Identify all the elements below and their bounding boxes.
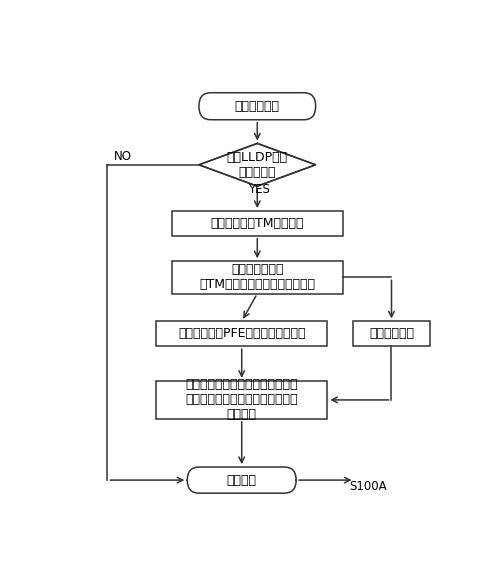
Bar xyxy=(156,381,327,419)
Bar xyxy=(156,321,327,346)
Bar xyxy=(352,321,429,346)
Text: 探针报文生成: 探针报文生成 xyxy=(368,327,413,340)
Text: 业务报文进入PFE模块准备进行转发: 业务报文进入PFE模块准备进行转发 xyxy=(178,327,305,340)
Text: 发送结束: 发送结束 xyxy=(226,474,256,487)
Text: 业务报文进入TM模块调度: 业务报文进入TM模块调度 xyxy=(210,217,304,230)
FancyBboxPatch shape xyxy=(198,93,315,120)
Text: S100A: S100A xyxy=(349,480,386,493)
Bar xyxy=(171,261,342,294)
Text: YES: YES xyxy=(248,183,270,196)
Text: 业务流量发起: 业务流量发起 xyxy=(234,99,279,113)
Polygon shape xyxy=(198,143,315,186)
FancyBboxPatch shape xyxy=(187,467,296,493)
Bar xyxy=(171,211,342,236)
Text: NO: NO xyxy=(114,150,132,163)
Text: 发送端包计数器
对TM调度后的业务报文进行计数: 发送端包计数器 对TM调度后的业务报文进行计数 xyxy=(199,263,315,291)
Text: 探针报文按照插入周期的规则插入
到有任务报文中，按照预定的队列
对外发送: 探针报文按照插入周期的规则插入 到有任务报文中，按照预定的队列 对外发送 xyxy=(185,378,298,421)
Text: 通过LLDP检测
链路正常？: 通过LLDP检测 链路正常？ xyxy=(226,151,287,179)
